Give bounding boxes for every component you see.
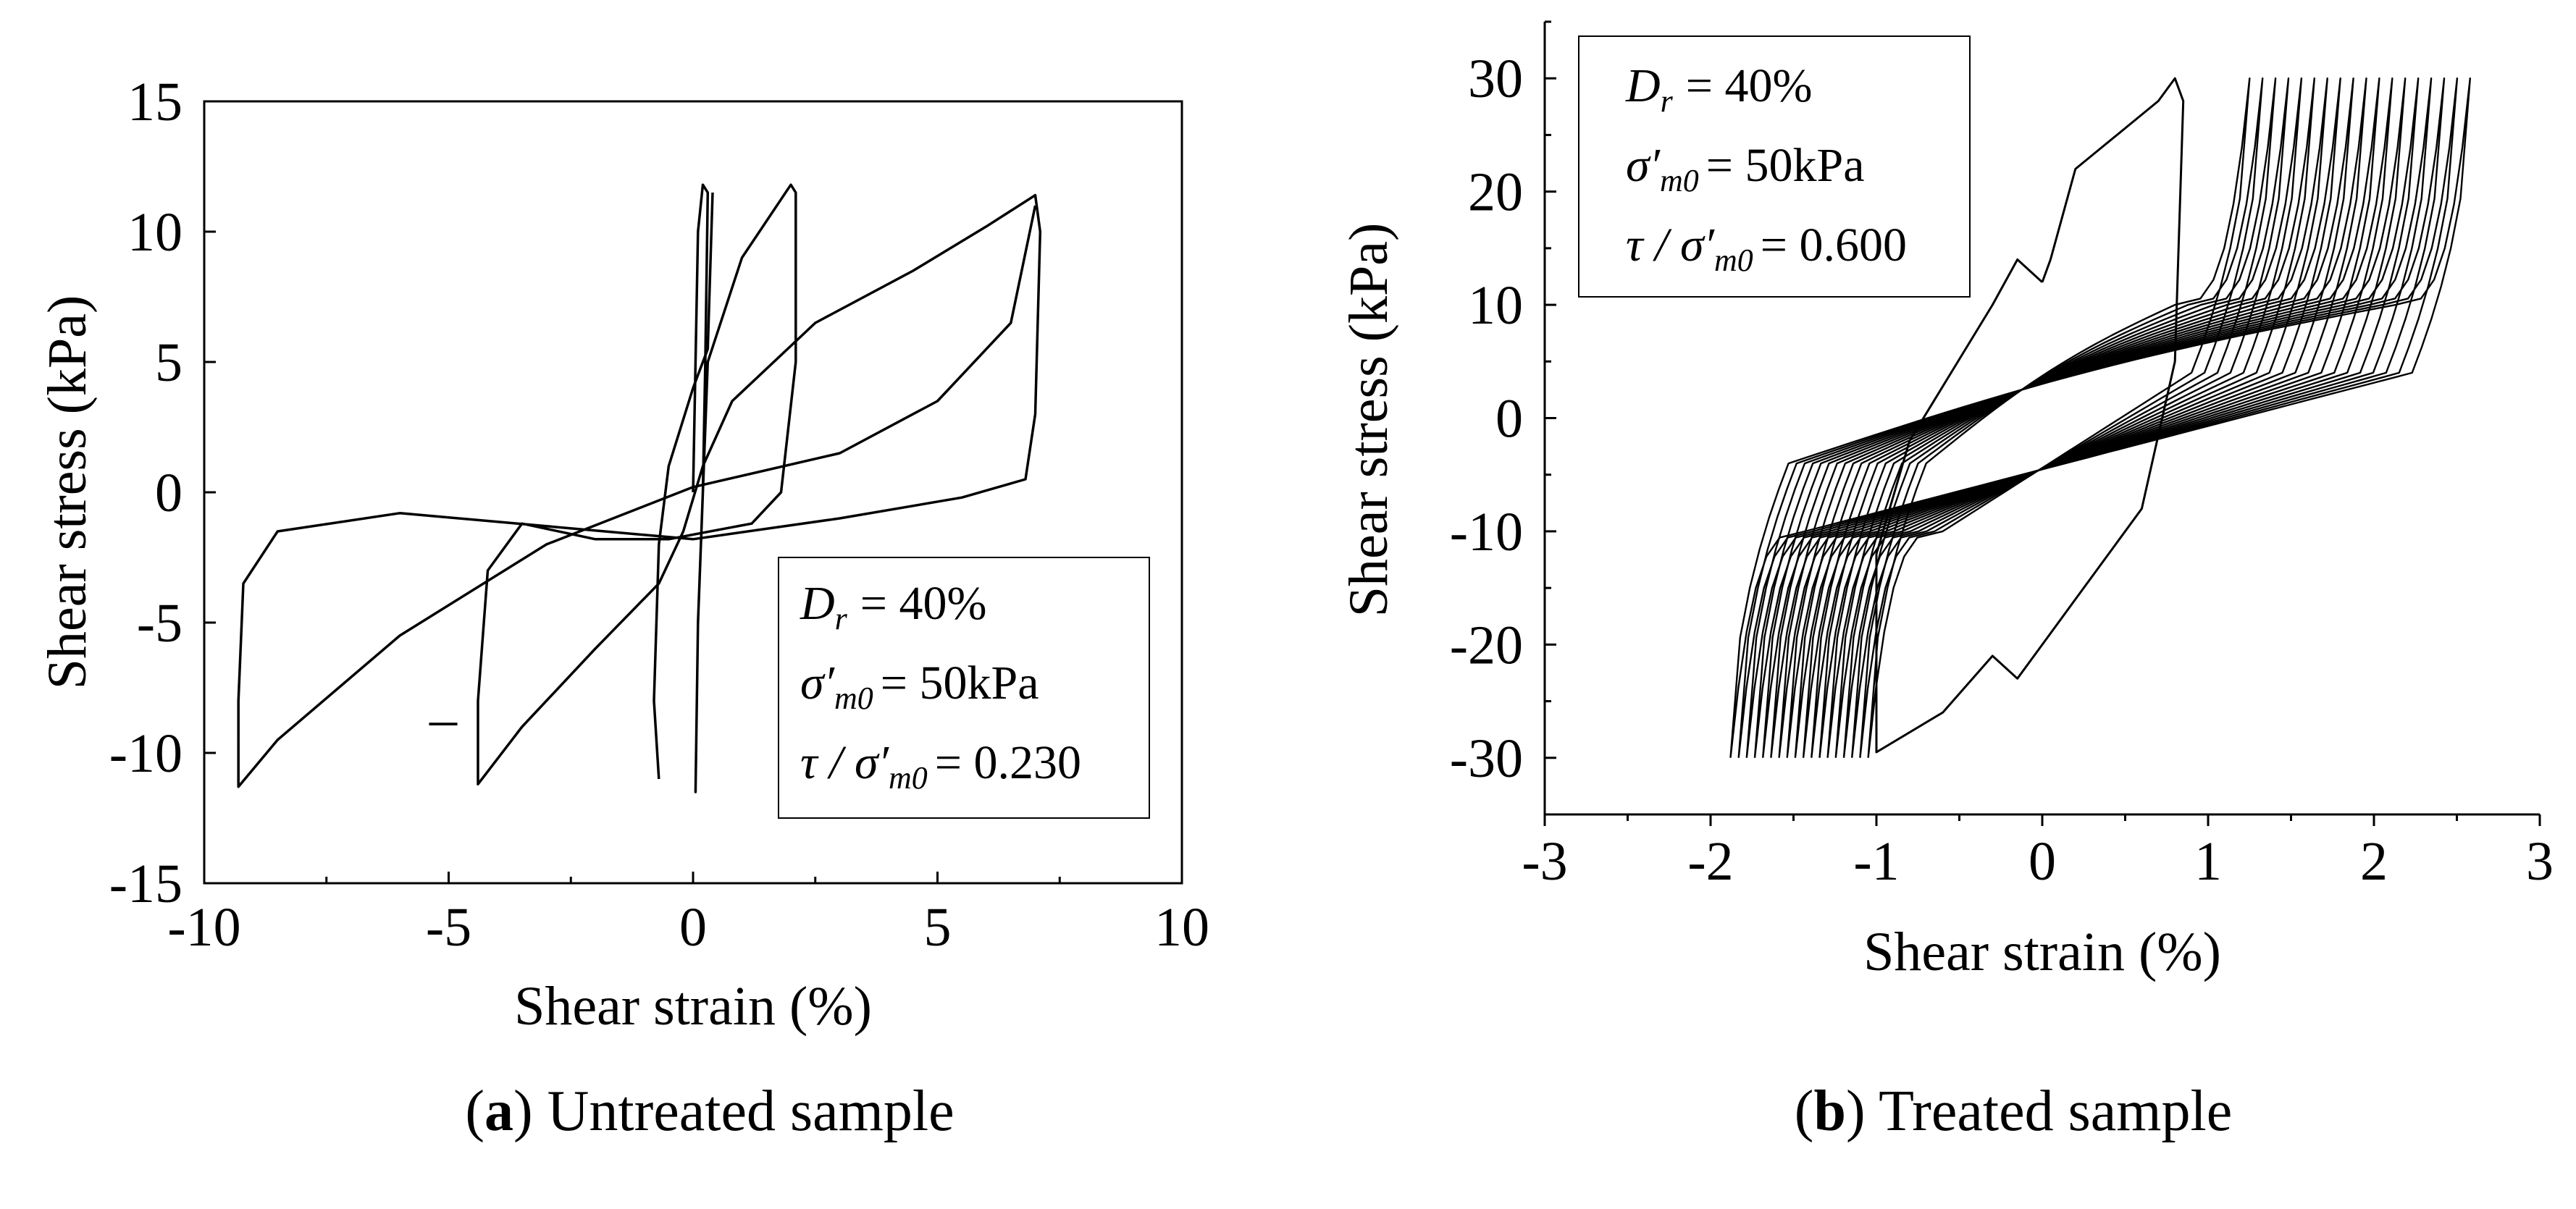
panel-b-cycle-loop (1802, 77, 2354, 758)
panel-b-x-tick-label: 1 (2194, 831, 2222, 892)
panel-a-legend-box (778, 557, 1150, 819)
panel-b-caption-text: Treated sample (1879, 1079, 2233, 1143)
panel-a-caption-letter: a (484, 1079, 513, 1143)
panel-a-y-tick-label: 15 (127, 72, 182, 132)
panel-a-series (237, 183, 1042, 793)
panel-a-x-tick-label: 10 (1154, 897, 1209, 958)
panel-b-x-tick-label: -2 (1687, 831, 1733, 892)
panel-b-y-axis-title: Shear stress (kPa) (1338, 223, 1399, 618)
panel-b-x-tick-label: -1 (1853, 831, 1899, 892)
panel-b-caption-letter: b (1813, 1079, 1846, 1143)
panel-a-y-axis-title: Shear stress (kPa) (37, 295, 98, 690)
panel-a-y-tick-label: 0 (155, 463, 182, 523)
panel-b-cycle-loop (1867, 77, 2251, 758)
panel-b-cycle-loop (1811, 77, 2341, 758)
panel-a-y-tick-label: 10 (127, 202, 182, 263)
panel-b-legend: Dr = 40% σ′m0 = 50kPa τ / σ′m0 = 0.600 (1578, 35, 1971, 298)
panel-a-y-tick-label: -5 (137, 593, 182, 654)
panel-b-y-tick-label: -20 (1450, 615, 1523, 675)
panel-b-legend-line1: Dr = 40% (1625, 59, 1813, 119)
panel-a-legend-line1: Dr = 40% (800, 577, 987, 636)
panel-b-y-tick-label: -30 (1450, 728, 1523, 789)
panel-a-y-tick-label: -15 (109, 854, 182, 914)
panel-b-y-tick-label: 30 (1468, 49, 1523, 109)
panel-b-cycle-loop (1826, 77, 2316, 758)
panel-b-cycle-loop (1818, 77, 2328, 758)
panel-b-legend-line2: σ′m0 = 50kPa (1626, 139, 1865, 198)
panel-a-legend: Dr = 40% σ′m0 = 50kPa τ / σ′m0 = 0.230 (778, 557, 1150, 819)
panel-a-legend-line2: σ′m0 = 50kPa (800, 657, 1039, 716)
panel-b-cycle-loop (1729, 77, 2472, 758)
panel-a-legend-line3: τ / σ′m0 = 0.230 (800, 736, 1081, 796)
panel-b-cycle-loop (1851, 77, 2277, 758)
panel-a-caption: (a) Untreated sample (465, 1079, 955, 1143)
panel-b-cycle-loop (1842, 77, 2290, 758)
panel-b-y-tick-label: 0 (1495, 389, 1523, 450)
panel-a-caption-text: Untreated sample (547, 1079, 955, 1143)
panel-b-y-tick-label: -10 (1450, 502, 1523, 563)
panel-a-x-tick-label: -10 (167, 897, 240, 958)
panel-b-y-tick-label: 20 (1468, 162, 1523, 223)
panel-a-y-tick-label: 5 (155, 332, 182, 393)
panel-b-cycle-loop (1834, 77, 2303, 758)
panel-a-x-tick-label: -5 (426, 897, 471, 958)
panel-b-y-tick-label: 10 (1468, 275, 1523, 336)
panel-b-x-tick-label: 0 (2029, 831, 2056, 892)
panel-a-annotation-dash: – (429, 688, 458, 749)
panel-b-x-tick-label: 2 (2360, 831, 2388, 892)
panel-a-x-tick-label: 5 (924, 897, 952, 958)
panel-a-series-loop-inner (653, 192, 714, 780)
panel-b-series (1729, 77, 2472, 758)
panel-b-cycle-loop (1859, 77, 2264, 758)
panel-b-x-tick-label: -3 (1522, 831, 1567, 892)
panel-b-legend-line3: τ / σ′m0 = 0.600 (1626, 219, 1907, 278)
panel-b-caption: (b) Treated sample (1794, 1079, 2233, 1143)
panel-b-first-loop (1875, 77, 2185, 754)
panel-b-x-tick-label: 3 (2526, 831, 2554, 892)
panel-a-x-axis-title: Shear strain (%) (514, 976, 872, 1037)
panel-b-x-axis-title: Shear strain (%) (1863, 922, 2221, 982)
panel-a-x-tick-label: 0 (679, 897, 707, 958)
panel-a-series-loops (237, 183, 1042, 793)
panel-b-legend-box (1578, 35, 1971, 298)
panel-a-y-tick-label: -10 (109, 723, 182, 784)
